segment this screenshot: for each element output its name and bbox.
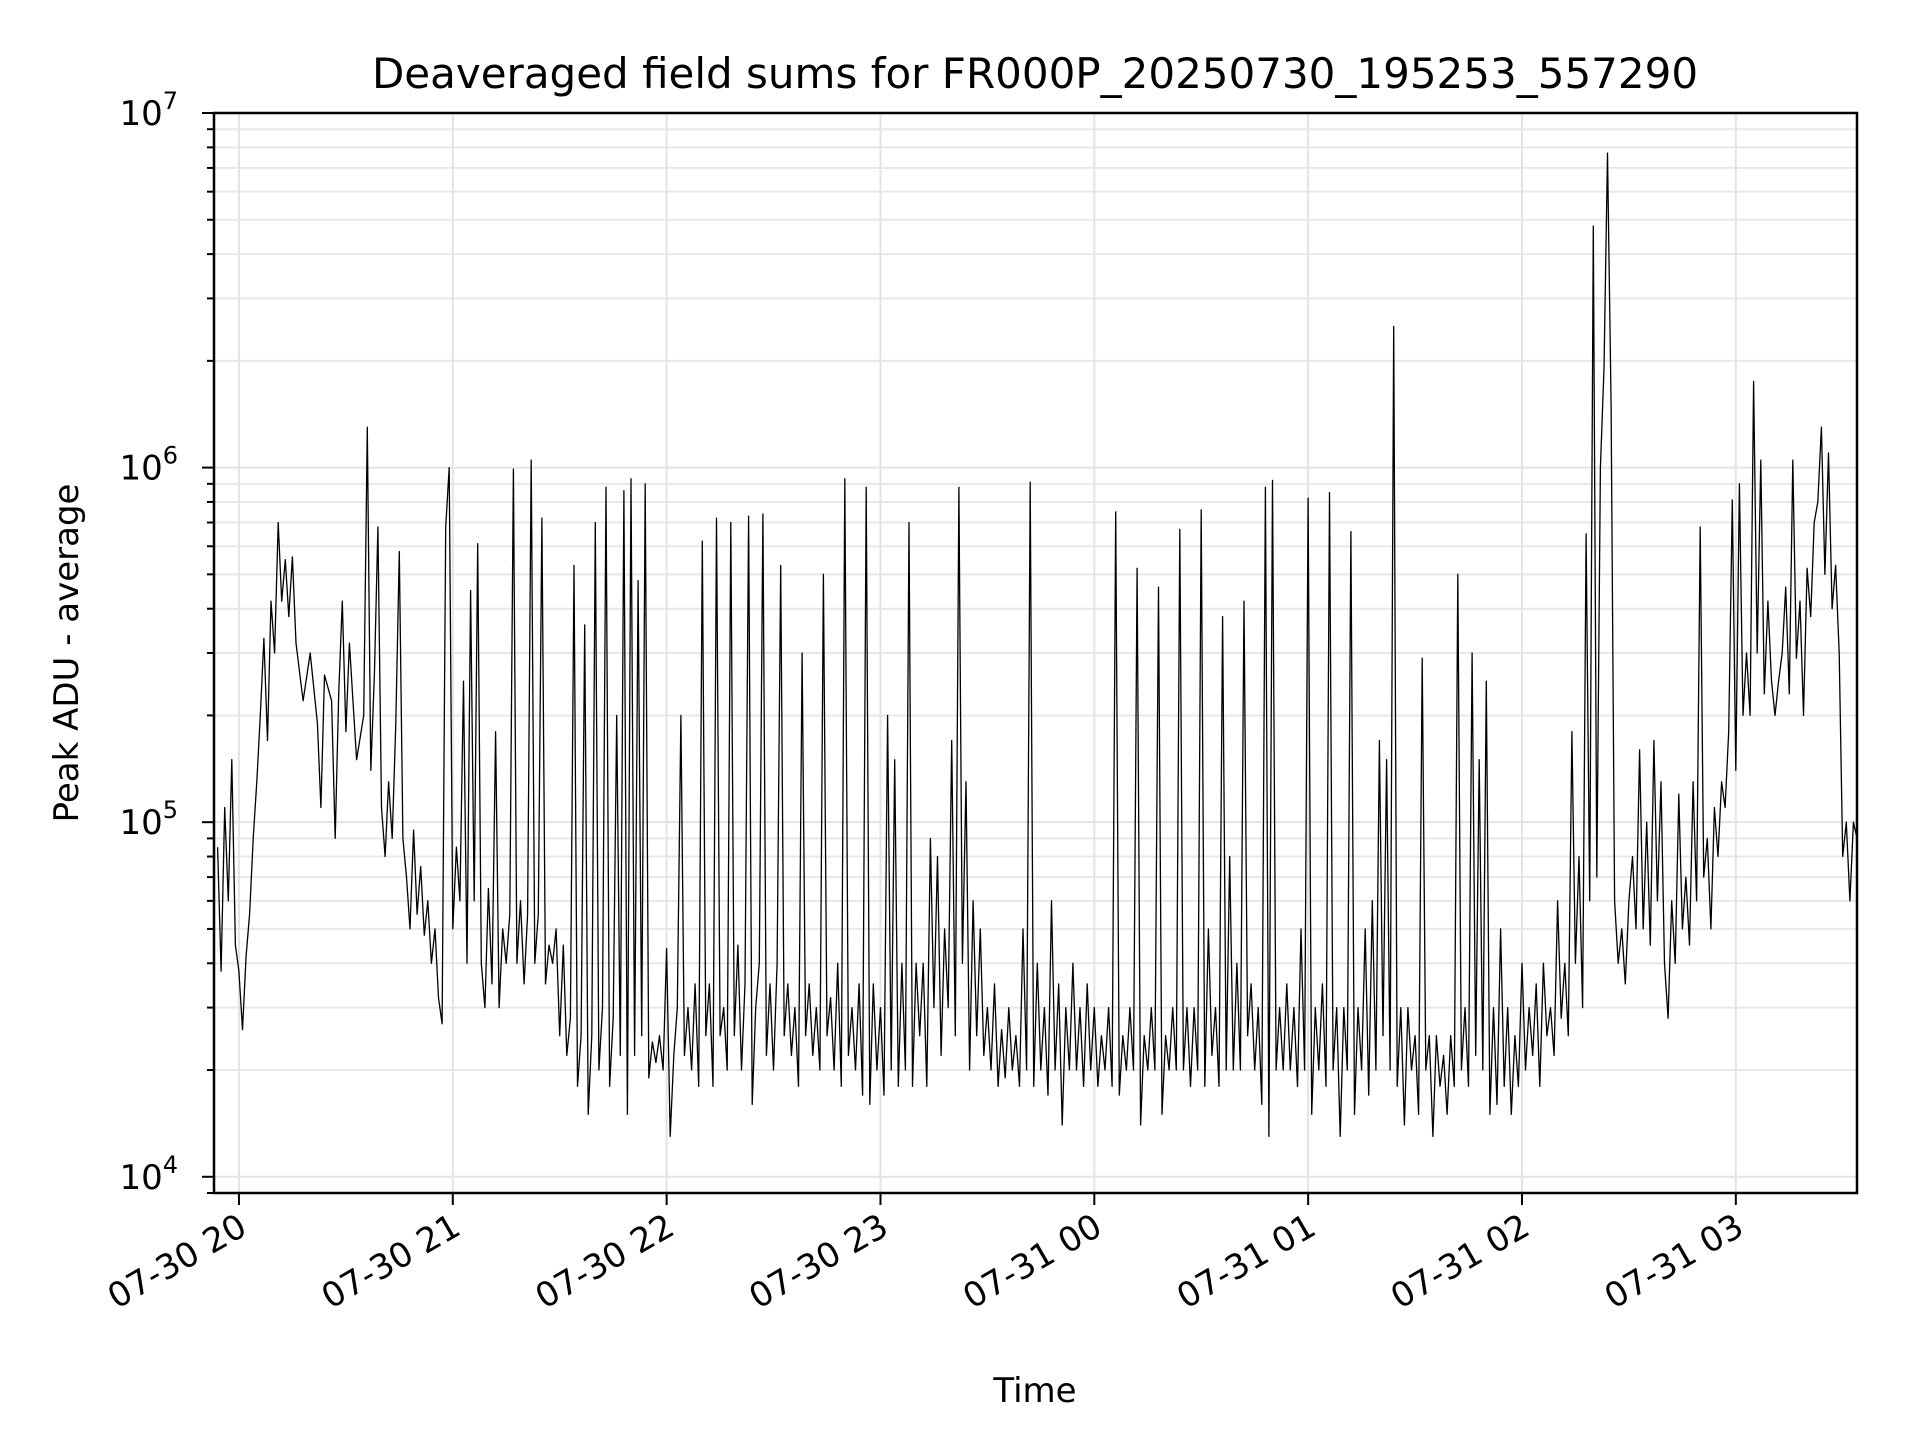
x-axis-label: Time xyxy=(992,1371,1076,1411)
series-layer xyxy=(216,152,1858,1138)
series-line xyxy=(216,152,1858,1138)
y-tick-label: 107 xyxy=(119,87,178,134)
y-tick-label: 105 xyxy=(119,796,178,843)
y-tick-label: 104 xyxy=(119,1151,178,1198)
grid xyxy=(214,112,1857,1194)
y-tick-label: 106 xyxy=(119,442,178,489)
chart-title: Deaveraged field sums for FR000P_2025073… xyxy=(372,49,1698,98)
y-axis-label: Peak ADU - average xyxy=(47,484,87,823)
